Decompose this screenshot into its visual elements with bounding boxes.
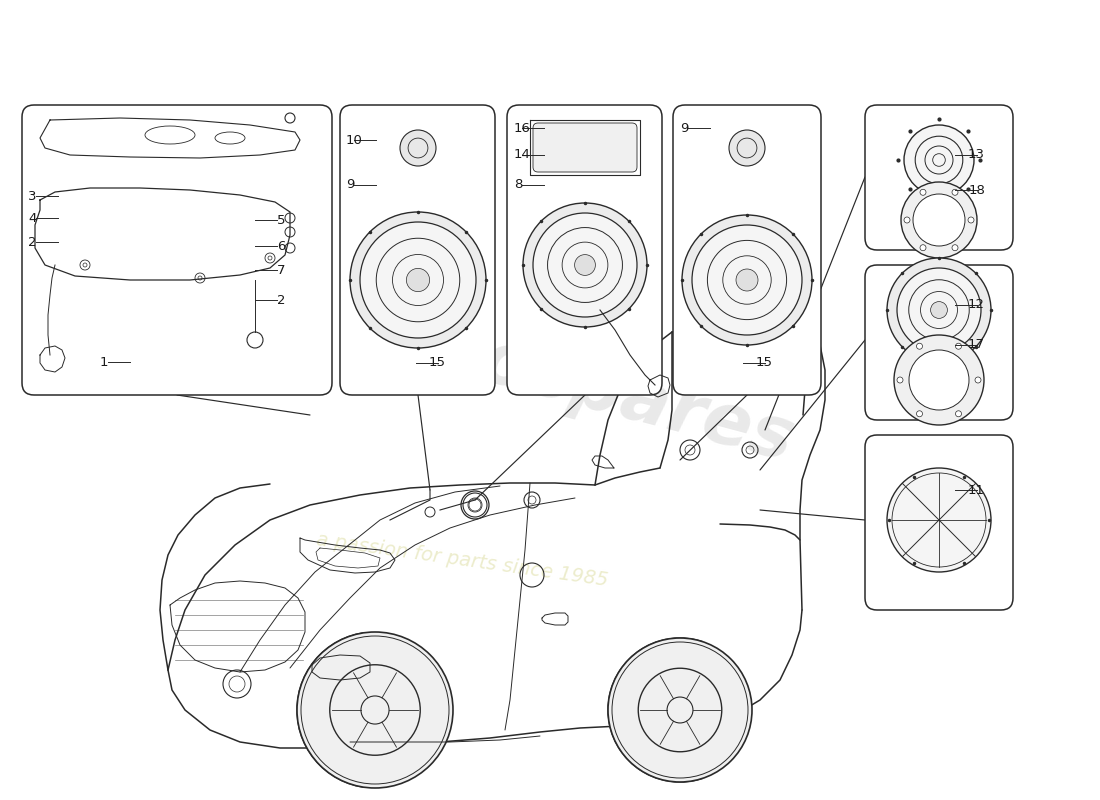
Circle shape: [894, 335, 984, 425]
Text: 6: 6: [276, 239, 285, 253]
Circle shape: [608, 638, 752, 782]
Circle shape: [736, 269, 758, 291]
Text: 12: 12: [968, 298, 984, 311]
Circle shape: [400, 130, 436, 166]
Circle shape: [901, 182, 977, 258]
Circle shape: [406, 268, 430, 292]
Circle shape: [904, 217, 910, 223]
Text: 14: 14: [514, 149, 531, 162]
Text: 11: 11: [968, 483, 984, 497]
Circle shape: [887, 258, 991, 362]
Circle shape: [956, 343, 961, 350]
Circle shape: [952, 190, 958, 195]
FancyBboxPatch shape: [534, 123, 637, 172]
FancyBboxPatch shape: [340, 105, 495, 395]
Text: 7: 7: [276, 263, 285, 277]
Text: 2: 2: [28, 235, 36, 249]
Text: 16: 16: [514, 122, 531, 134]
FancyBboxPatch shape: [22, 105, 332, 395]
Text: 17: 17: [968, 338, 984, 351]
Circle shape: [682, 215, 812, 345]
Text: 1: 1: [100, 355, 109, 369]
FancyBboxPatch shape: [673, 105, 821, 395]
Text: eurospares: eurospares: [342, 291, 802, 477]
Circle shape: [931, 302, 947, 318]
Text: 9: 9: [346, 178, 354, 191]
Text: 3: 3: [28, 190, 36, 202]
Circle shape: [956, 410, 961, 417]
Text: 10: 10: [346, 134, 363, 146]
Circle shape: [360, 222, 476, 338]
FancyBboxPatch shape: [865, 435, 1013, 610]
Circle shape: [952, 245, 958, 250]
FancyBboxPatch shape: [865, 265, 1013, 420]
Text: 4: 4: [28, 211, 36, 225]
Circle shape: [896, 377, 903, 383]
Circle shape: [920, 245, 926, 250]
Text: 18: 18: [968, 183, 984, 197]
Circle shape: [909, 350, 969, 410]
Circle shape: [975, 377, 981, 383]
Text: 15: 15: [756, 357, 773, 370]
Circle shape: [350, 212, 486, 348]
Circle shape: [729, 130, 764, 166]
Circle shape: [574, 254, 595, 275]
Circle shape: [916, 343, 923, 350]
FancyBboxPatch shape: [507, 105, 662, 395]
FancyBboxPatch shape: [865, 105, 1013, 250]
Circle shape: [916, 410, 923, 417]
Circle shape: [896, 268, 981, 352]
Text: 13: 13: [968, 149, 984, 162]
Circle shape: [904, 125, 974, 195]
Circle shape: [522, 203, 647, 327]
Text: 9: 9: [680, 122, 689, 134]
Circle shape: [534, 213, 637, 317]
Circle shape: [920, 190, 926, 195]
Circle shape: [692, 225, 802, 335]
Circle shape: [297, 632, 453, 788]
Text: 15: 15: [429, 357, 446, 370]
Text: a passion for parts since 1985: a passion for parts since 1985: [315, 530, 609, 590]
Circle shape: [887, 468, 991, 572]
Text: 2: 2: [276, 294, 285, 306]
Text: 8: 8: [514, 178, 522, 191]
Text: 5: 5: [276, 214, 285, 226]
Circle shape: [968, 217, 974, 223]
Circle shape: [913, 194, 965, 246]
